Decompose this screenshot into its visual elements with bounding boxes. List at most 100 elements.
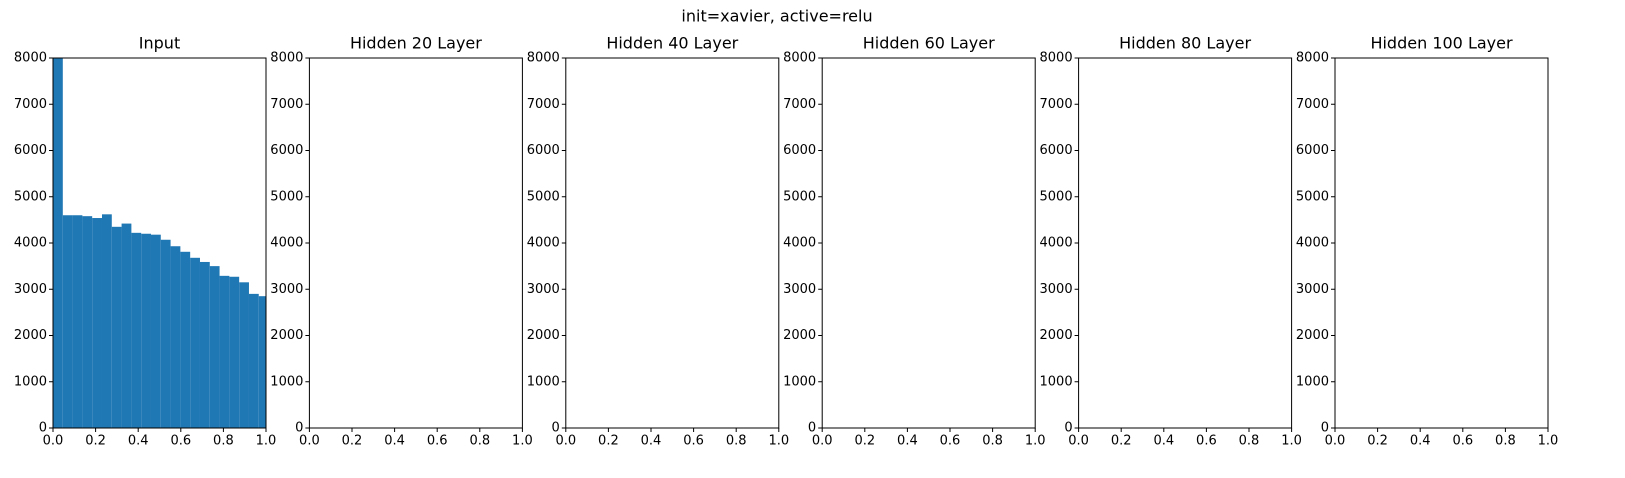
y-tick-label: 3000: [14, 282, 47, 297]
bar: [121, 223, 132, 428]
x-tick-label: 0.6: [1196, 434, 1217, 449]
y-tick-label: 8000: [1296, 51, 1329, 66]
x-tick-label: 0.0: [555, 434, 576, 449]
x-tick-label: 1.0: [1538, 434, 1559, 449]
bar: [62, 215, 73, 428]
y-tick-label: 1000: [270, 374, 303, 389]
bar: [229, 276, 240, 428]
y-tick-label: 5000: [783, 189, 816, 204]
y-tick-label: 7000: [527, 97, 560, 112]
x-tick-label: 0.4: [897, 434, 918, 449]
x-tick-label: 0.6: [683, 434, 704, 449]
y-tick-label: 1000: [14, 374, 47, 389]
bar: [150, 234, 161, 428]
x-tick-label: 0.6: [1452, 434, 1473, 449]
y-tick-label: 3000: [1040, 282, 1073, 297]
x-tick-label: 0.2: [1367, 434, 1388, 449]
x-tick-label: 0.4: [384, 434, 405, 449]
bar: [72, 215, 83, 428]
x-tick-label: 0.2: [598, 434, 619, 449]
x-tick-label: 0.0: [1068, 434, 1089, 449]
y-tick-label: 6000: [783, 143, 816, 158]
axes-frame: [565, 57, 780, 429]
axes-title: Hidden 20 Layer: [350, 34, 482, 53]
y-tick-label: 8000: [1040, 51, 1073, 66]
x-tick-label: 0.2: [342, 434, 363, 449]
y-tick-label: 0: [552, 421, 560, 436]
y-tick-label: 8000: [783, 51, 816, 66]
y-tick-label: 0: [39, 421, 47, 436]
y-tick-label: 8000: [270, 51, 303, 66]
axes-title: Hidden 40 Layer: [606, 34, 738, 53]
bar: [190, 257, 200, 428]
bar: [170, 246, 181, 428]
bar: [180, 251, 191, 428]
x-tick-label: 0.6: [940, 434, 961, 449]
y-tick-label: 8000: [527, 51, 560, 66]
y-tick-label: 4000: [14, 236, 47, 251]
x-tick-label: 0.4: [1153, 434, 1174, 449]
y-tick-label: 7000: [1296, 97, 1329, 112]
y-tick-label: 1000: [1296, 374, 1329, 389]
bar: [199, 261, 210, 428]
y-tick-label: 0: [808, 421, 816, 436]
bar: [219, 275, 230, 428]
bar: [209, 266, 220, 428]
axes-frame: [1334, 57, 1549, 429]
y-tick-label: 7000: [1040, 97, 1073, 112]
y-tick-label: 2000: [527, 328, 560, 343]
y-tick-label: 8000: [14, 51, 47, 66]
axes-title: Hidden 60 Layer: [863, 34, 995, 53]
y-tick-label: 0: [1064, 421, 1072, 436]
x-tick-label: 0.8: [1495, 434, 1516, 449]
y-tick-label: 3000: [527, 282, 560, 297]
y-tick-label: 2000: [14, 328, 47, 343]
bar: [111, 226, 122, 428]
axes-title: Input: [139, 34, 180, 53]
y-tick-label: 5000: [270, 189, 303, 204]
bar: [53, 58, 63, 428]
x-tick-label: 0.0: [1325, 434, 1346, 449]
x-tick-label: 0.8: [982, 434, 1003, 449]
axes-frame: [308, 57, 523, 429]
suptitle: init=xavier, active=relu: [681, 7, 872, 26]
y-tick-label: 4000: [783, 236, 816, 251]
y-tick-label: 3000: [783, 282, 816, 297]
x-tick-label: 0.0: [299, 434, 320, 449]
y-tick-label: 0: [295, 421, 303, 436]
y-tick-label: 3000: [1296, 282, 1329, 297]
bar: [131, 232, 142, 428]
y-tick-label: 5000: [527, 189, 560, 204]
y-tick-label: 5000: [1040, 189, 1073, 204]
y-tick-label: 4000: [270, 236, 303, 251]
x-tick-label: 1.0: [1025, 434, 1046, 449]
bar: [239, 282, 249, 428]
axes-frame: [821, 57, 1036, 429]
y-tick-label: 5000: [1296, 189, 1329, 204]
x-tick-label: 1.0: [768, 434, 789, 449]
y-tick-label: 2000: [783, 328, 816, 343]
x-tick-label: 0.2: [1111, 434, 1132, 449]
y-tick-label: 4000: [1296, 236, 1329, 251]
x-tick-label: 0.4: [128, 434, 149, 449]
x-tick-label: 0.0: [43, 434, 64, 449]
y-tick-label: 4000: [527, 236, 560, 251]
bar: [248, 293, 259, 428]
y-tick-label: 5000: [14, 189, 47, 204]
bar: [160, 239, 171, 428]
y-tick-label: 6000: [1040, 143, 1073, 158]
y-tick-label: 7000: [14, 97, 47, 112]
bar: [141, 233, 151, 428]
bar: [101, 214, 112, 428]
y-tick-label: 2000: [270, 328, 303, 343]
x-tick-label: 0.2: [85, 434, 106, 449]
y-tick-label: 0: [1321, 421, 1329, 436]
x-tick-label: 0.0: [812, 434, 833, 449]
x-tick-label: 1.0: [256, 434, 277, 449]
x-tick-label: 0.4: [641, 434, 662, 449]
y-tick-label: 1000: [1040, 374, 1073, 389]
x-tick-label: 1.0: [512, 434, 533, 449]
x-tick-label: 0.8: [726, 434, 747, 449]
axes-title: Hidden 100 Layer: [1370, 34, 1513, 53]
